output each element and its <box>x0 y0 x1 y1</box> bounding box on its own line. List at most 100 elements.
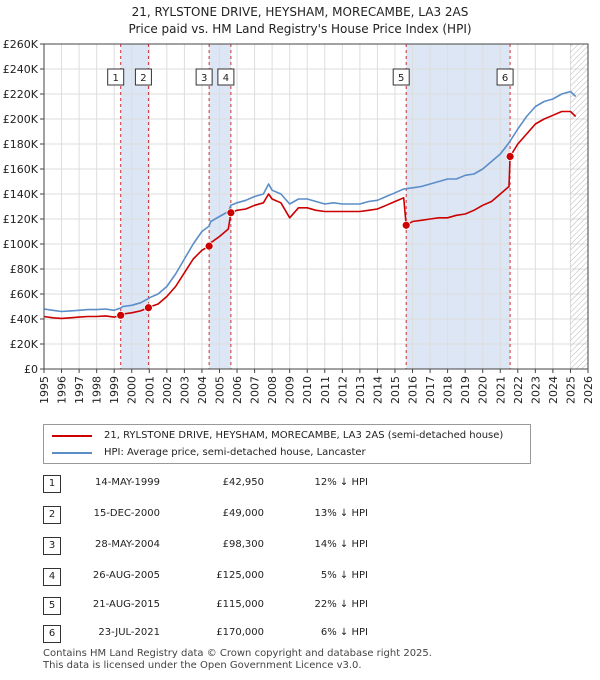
transaction-number: 5 <box>43 597 61 615</box>
x-tick-label: 2010 <box>301 376 314 404</box>
transaction-date: 26-AUG-2005 <box>92 570 160 581</box>
x-tick-label: 2009 <box>284 376 297 404</box>
transaction-number: 1 <box>43 475 61 493</box>
x-tick-label: 2012 <box>336 376 349 404</box>
y-tick-label: £200K <box>3 113 39 126</box>
sale-point <box>226 208 236 218</box>
footer-licence: This data is licensed under the Open Gov… <box>43 660 362 671</box>
transaction-date: 21-AUG-2015 <box>92 599 160 610</box>
transaction-date: 14-MAY-1999 <box>94 477 160 488</box>
sale-marker-label: 1 <box>112 73 118 84</box>
sale-period-band <box>209 44 231 369</box>
sale-point <box>204 241 214 251</box>
sale-marker-label: 3 <box>201 73 207 84</box>
transaction-date: 15-DEC-2000 <box>93 508 160 519</box>
transaction-price: £125,000 <box>216 570 264 581</box>
transaction-price: £42,950 <box>222 477 264 488</box>
legend-swatch-hpi <box>52 452 92 454</box>
x-tick-label: 2026 <box>582 376 595 404</box>
price-chart: 1 2 3 4 5 6 1995 1996 1997 1998 1999 2000 2001 2002 2… <box>3 38 595 404</box>
transaction-price: £49,000 <box>222 508 264 519</box>
y-tick-label: £260K <box>3 38 39 51</box>
legend-label-property: 21, RYLSTONE DRIVE, HEYSHAM, MORECAMBE, … <box>104 430 504 441</box>
x-tick-label: 2022 <box>512 376 525 404</box>
sale-period-bands <box>120 44 511 369</box>
sale-marker-box <box>217 68 235 86</box>
x-tick-label: 2004 <box>196 376 209 404</box>
transaction-price: £170,000 <box>216 627 264 638</box>
x-tick-label: 2025 <box>564 376 577 404</box>
sale-marker-label: 5 <box>398 73 404 84</box>
transaction-price: £98,300 <box>222 539 264 550</box>
x-tick-label: 2005 <box>213 376 226 404</box>
x-tick-label: 2017 <box>424 376 437 404</box>
x-tick-label: 2002 <box>161 376 174 404</box>
x-tick-label: 2008 <box>266 376 279 404</box>
y-tick-label: £100K <box>3 238 39 251</box>
x-tick-label: 2016 <box>407 376 420 404</box>
y-tick-label: £140K <box>3 188 39 201</box>
transaction-date: 23-JUL-2021 <box>98 627 160 638</box>
y-tick-label: £120K <box>3 213 39 226</box>
x-tick-label: 2003 <box>178 376 191 404</box>
plot-frame <box>43 43 589 370</box>
transaction-number: 4 <box>43 568 61 586</box>
y-tick-label: £240K <box>3 63 39 76</box>
transaction-date: 28-MAY-2004 <box>94 539 160 550</box>
y-tick-label: £40K <box>10 313 39 326</box>
x-tick-label: 2024 <box>547 376 560 404</box>
sale-point <box>144 303 153 313</box>
transaction-hpi-diff: 5% ↓ HPI <box>320 570 368 581</box>
forecast-hatch-area <box>570 44 588 369</box>
sale-marker-box <box>392 68 410 86</box>
x-tick-label: 2023 <box>529 376 542 404</box>
series-lines <box>43 90 577 320</box>
x-tick-label: 1995 <box>38 376 51 404</box>
axes: 1995 1996 1997 1998 1999 2000 2001 2002 2003 2004… <box>3 38 595 404</box>
legend: 21, RYLSTONE DRIVE, HEYSHAM, MORECAMBE, … <box>43 424 531 464</box>
chart-title: 21, RYLSTONE DRIVE, HEYSHAM, MORECAMBE, … <box>0 4 600 38</box>
y-tick-label: £80K <box>10 263 39 276</box>
x-tick-label: 2011 <box>319 376 332 404</box>
transaction-hpi-diff: 14% ↓ HPI <box>314 539 368 550</box>
x-tick-label: 1996 <box>56 376 69 404</box>
forecast-hatch <box>570 44 588 369</box>
sale-marker-box <box>195 68 213 86</box>
transaction-hpi-diff: 6% ↓ HPI <box>320 627 368 638</box>
y-tick-label: £160K <box>3 163 39 176</box>
sale-marker-label: 2 <box>140 73 146 84</box>
sale-points <box>116 152 515 320</box>
sale-period-band <box>120 44 149 369</box>
hpi-series-line <box>43 90 577 313</box>
sale-markers: 1 2 3 4 5 6 <box>107 68 514 86</box>
x-tick-label: 2018 <box>442 376 455 404</box>
title-line-subtitle: Price paid vs. HM Land Registry's House … <box>128 22 472 36</box>
x-tick-label: 2001 <box>143 376 156 404</box>
x-tick-label: 1997 <box>73 376 86 404</box>
footer-copyright: Contains HM Land Registry data © Crown c… <box>43 648 432 659</box>
y-tick-label: £60K <box>10 288 39 301</box>
transaction-price: £115,000 <box>216 599 264 610</box>
sale-marker-label: 4 <box>223 73 229 84</box>
y-tick-label: £20K <box>10 338 39 351</box>
x-tick-label: 1998 <box>91 376 104 404</box>
y-tick-label: £220K <box>3 88 39 101</box>
y-tick-label: £180K <box>3 138 39 151</box>
title-line-address: 21, RYLSTONE DRIVE, HEYSHAM, MORECAMBE, … <box>131 5 469 19</box>
transaction-hpi-diff: 22% ↓ HPI <box>314 599 368 610</box>
transaction-hpi-diff: 12% ↓ HPI <box>314 477 368 488</box>
transaction-number: 2 <box>43 506 61 524</box>
x-tick-label: 2015 <box>389 376 402 404</box>
sale-period-band <box>406 44 511 369</box>
sale-point <box>505 152 515 161</box>
sale-marker-box <box>134 68 152 86</box>
sale-marker-box <box>496 68 514 86</box>
sale-point <box>116 310 126 320</box>
x-tick-label: 2013 <box>354 376 367 404</box>
sale-marker-label: 6 <box>502 73 508 84</box>
sale-point <box>401 220 411 230</box>
transaction-number: 6 <box>43 625 61 643</box>
x-tick-label: 2021 <box>494 376 507 404</box>
property-series-line <box>43 110 577 320</box>
x-tick-label: 2019 <box>459 376 472 404</box>
